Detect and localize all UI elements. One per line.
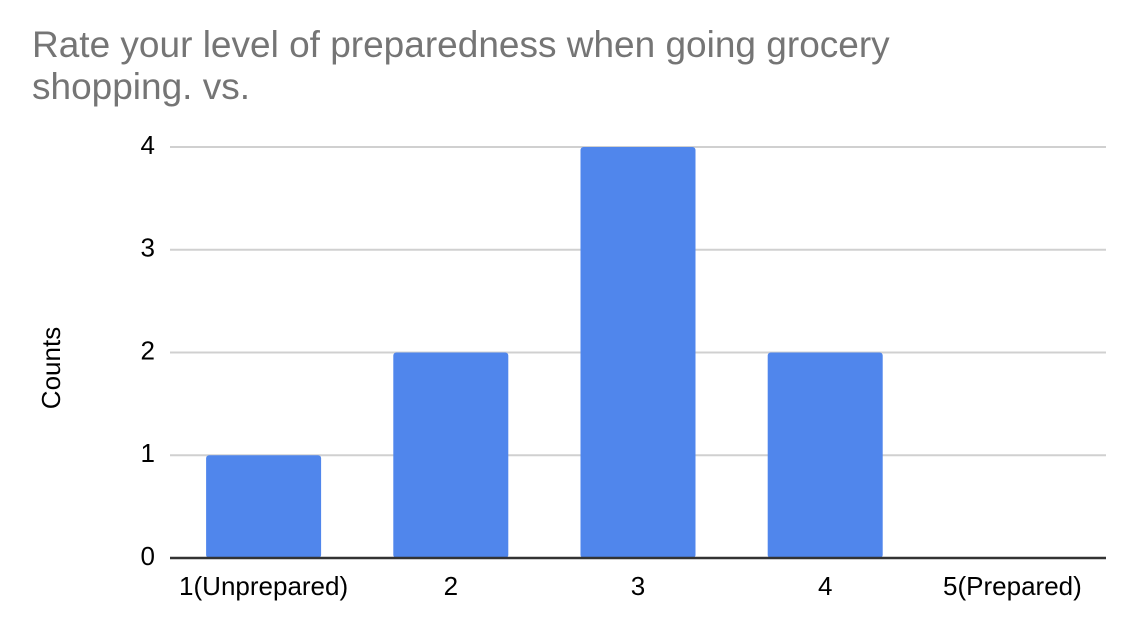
y-tick-label-1: 1 — [141, 438, 155, 468]
x-tick-label-1: 1(Unprepared) — [179, 571, 348, 601]
y-tick-label-2: 2 — [141, 335, 155, 365]
bar-2 — [393, 352, 509, 558]
bar-1 — [206, 455, 322, 558]
y-axis-title: Counts — [36, 327, 66, 409]
x-tick-label-5: 5(Prepared) — [943, 571, 1082, 601]
x-tick-label-4: 4 — [818, 571, 832, 601]
chart-title-line-2: shopping. vs. — [32, 66, 251, 107]
tick-labels: 0 1 2 3 4 1(Unprepared) 2 3 4 5(Prepared) — [141, 130, 1082, 601]
bar-4 — [767, 352, 883, 558]
bars — [206, 147, 883, 558]
chart-title: Rate your level of preparedness when goi… — [32, 24, 1032, 108]
y-tick-label-3: 3 — [141, 233, 155, 263]
y-tick-label-0: 0 — [141, 541, 155, 571]
x-tick-label-3: 3 — [631, 571, 645, 601]
y-tick-label-4: 4 — [141, 130, 155, 160]
x-tick-label-2: 2 — [444, 571, 458, 601]
chart-title-line-1: Rate your level of preparedness when goi… — [32, 24, 890, 65]
bar-3 — [580, 147, 696, 558]
